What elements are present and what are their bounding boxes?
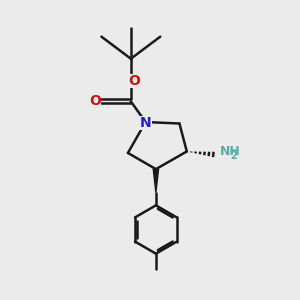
Text: 2: 2: [230, 151, 237, 161]
Text: O: O: [89, 94, 101, 108]
Polygon shape: [153, 169, 158, 193]
Text: N: N: [140, 116, 152, 130]
Text: NH: NH: [220, 145, 241, 158]
Text: O: O: [128, 74, 140, 88]
